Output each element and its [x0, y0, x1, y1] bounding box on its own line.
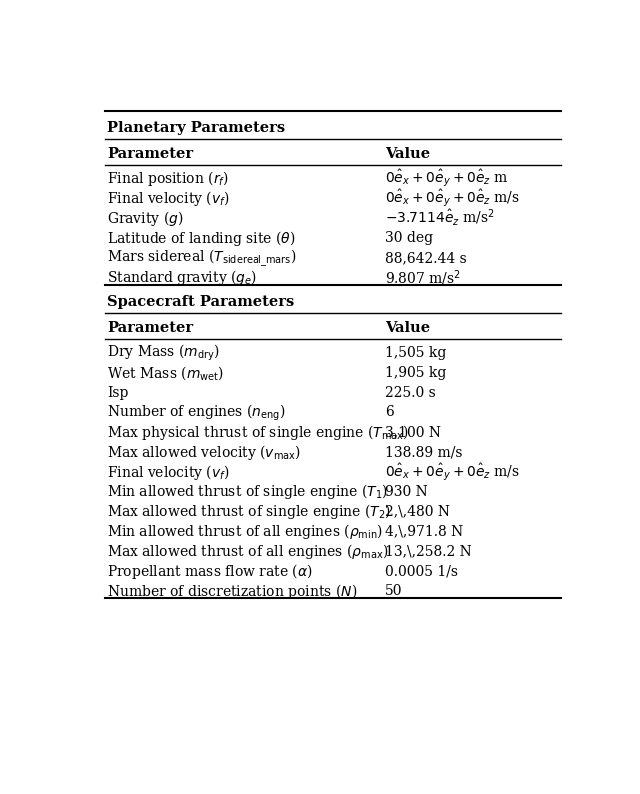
Text: $-3.7114\hat{e}_z$ m/s$^2$: $-3.7114\hat{e}_z$ m/s$^2$: [385, 208, 495, 229]
Text: Wet Mass ($m_{\mathrm{wet}}$): Wet Mass ($m_{\mathrm{wet}}$): [108, 364, 224, 382]
Text: Max physical thrust of single engine ($T_{\mathrm{max}}$): Max physical thrust of single engine ($T…: [108, 423, 410, 441]
Text: 88,642.44 s: 88,642.44 s: [385, 251, 467, 265]
Text: 1,905 kg: 1,905 kg: [385, 366, 447, 380]
Text: Gravity ($g$): Gravity ($g$): [108, 209, 184, 228]
Text: $0\hat{e}_x + 0\hat{e}_y + 0\hat{e}_z$ m/s: $0\hat{e}_x + 0\hat{e}_y + 0\hat{e}_z$ m…: [385, 187, 520, 209]
Text: 50: 50: [385, 584, 403, 598]
Text: Final velocity ($v_f$): Final velocity ($v_f$): [108, 189, 230, 208]
Text: Number of engines ($n_{\mathrm{eng}}$): Number of engines ($n_{\mathrm{eng}}$): [108, 403, 286, 422]
Text: Final velocity ($v_f$): Final velocity ($v_f$): [108, 463, 230, 481]
Text: Value: Value: [385, 322, 430, 335]
Text: $0\hat{e}_x + 0\hat{e}_y + 0\hat{e}_z$ m/s: $0\hat{e}_x + 0\hat{e}_y + 0\hat{e}_z$ m…: [385, 461, 520, 483]
Text: Propellant mass flow rate ($\alpha$): Propellant mass flow rate ($\alpha$): [108, 561, 313, 580]
Text: 4,\,971.8 N: 4,\,971.8 N: [385, 525, 463, 538]
Text: Standard gravity ($g_e$): Standard gravity ($g_e$): [108, 268, 257, 287]
Text: Latitude of landing site ($\theta$): Latitude of landing site ($\theta$): [108, 229, 296, 248]
Text: Min allowed thrust of all engines ($\rho_{\mathrm{min}}$): Min allowed thrust of all engines ($\rho…: [108, 522, 383, 541]
Text: Max allowed velocity ($v_{\mathrm{max}}$): Max allowed velocity ($v_{\mathrm{max}}$…: [108, 443, 301, 461]
Text: Parameter: Parameter: [108, 322, 193, 335]
Text: 3,100 N: 3,100 N: [385, 426, 441, 439]
Text: 6: 6: [385, 406, 394, 419]
Text: Isp: Isp: [108, 386, 129, 399]
Text: Min allowed thrust of single engine ($T_1$): Min allowed thrust of single engine ($T_…: [108, 482, 388, 501]
Text: $0\hat{e}_x + 0\hat{e}_y + 0\hat{e}_z$ m: $0\hat{e}_x + 0\hat{e}_y + 0\hat{e}_z$ m: [385, 168, 509, 189]
Text: 13,\,258.2 N: 13,\,258.2 N: [385, 545, 472, 558]
Text: 30 deg: 30 deg: [385, 231, 433, 245]
Text: Spacecraft Parameters: Spacecraft Parameters: [108, 295, 294, 309]
Text: 225.0 s: 225.0 s: [385, 386, 436, 399]
Text: Parameter: Parameter: [108, 147, 193, 161]
Text: 1,505 kg: 1,505 kg: [385, 346, 447, 360]
Text: 0.0005 1/s: 0.0005 1/s: [385, 565, 458, 578]
Text: 930 N: 930 N: [385, 485, 428, 499]
Text: Mars sidereal ($T_{\mathrm{sidereal\_mars}}$): Mars sidereal ($T_{\mathrm{sidereal\_mar…: [108, 247, 297, 268]
Text: 2,\,480 N: 2,\,480 N: [385, 505, 450, 518]
Text: Max allowed thrust of single engine ($T_2$): Max allowed thrust of single engine ($T_…: [108, 502, 391, 521]
Text: Dry Mass ($m_{\mathrm{dry}}$): Dry Mass ($m_{\mathrm{dry}}$): [108, 343, 220, 363]
Text: Final position ($r_f$): Final position ($r_f$): [108, 169, 229, 188]
Text: Number of discretization points ($N$): Number of discretization points ($N$): [108, 581, 358, 600]
Text: 138.89 m/s: 138.89 m/s: [385, 445, 463, 459]
Text: Value: Value: [385, 147, 430, 161]
Text: Planetary Parameters: Planetary Parameters: [108, 121, 285, 135]
Text: Max allowed thrust of all engines ($\rho_{\mathrm{max}}$): Max allowed thrust of all engines ($\rho…: [108, 542, 388, 561]
Text: 9.807 m/s$^2$: 9.807 m/s$^2$: [385, 268, 461, 287]
